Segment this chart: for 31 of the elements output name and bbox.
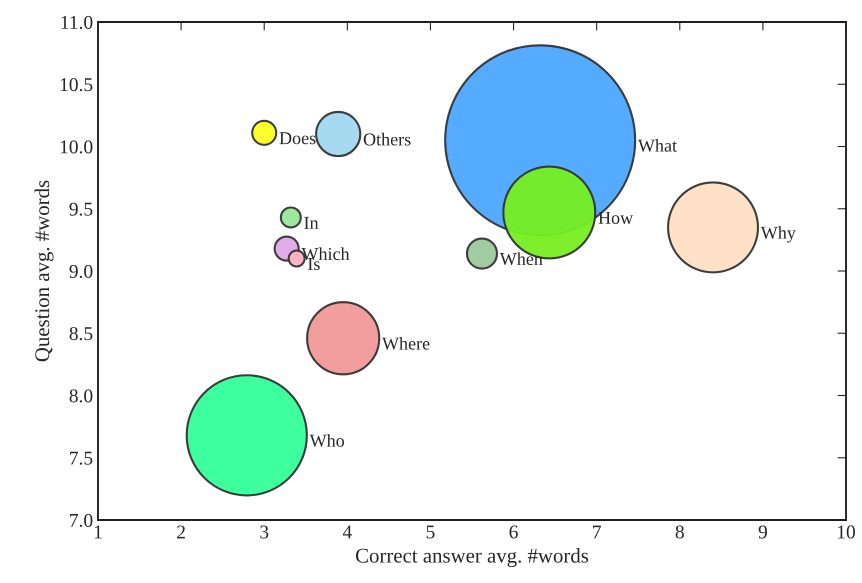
series-label: Who [310, 434, 344, 447]
x-tick-label: 7 [593, 526, 601, 538]
x-tick-label: 8 [676, 525, 684, 539]
y-tick-label: 10.5 [60, 78, 92, 92]
y-tick-label: 9.5 [69, 202, 92, 216]
series-label: In [304, 216, 318, 229]
x-tick-label: 2 [177, 525, 185, 538]
y-tick-label: 9.0 [69, 264, 92, 278]
y-axis-title: Question avg. #words [34, 180, 54, 362]
series-label: What [638, 139, 677, 152]
y-tick-label: 7.0 [70, 514, 92, 528]
x-tick-label: 6 [510, 525, 518, 539]
y-tick-label: 11.0 [62, 16, 92, 30]
series-label: Where [382, 336, 430, 350]
series-label: When [500, 252, 543, 266]
y-tick-label: 8.5 [70, 327, 92, 340]
series-label: Why [760, 226, 796, 243]
series-label: Others [364, 132, 411, 146]
series-label: How [598, 212, 634, 224]
y-tick-label: 7.5 [70, 452, 92, 465]
y-tick-label: 8.0 [70, 389, 92, 403]
x-tick-label: 1 [94, 526, 102, 538]
x-tick-label: 9 [758, 525, 767, 539]
y-tick-label: 10.0 [60, 140, 92, 154]
x-tick-label: 3 [260, 525, 268, 539]
series-label: Is [308, 258, 320, 270]
x-axis-title: Correct answer avg. #words [356, 548, 588, 567]
x-tick-label: 4 [342, 526, 352, 538]
series-label: Does [280, 132, 316, 144]
x-tick-label: 10 [838, 525, 855, 539]
x-tick-label: 5 [426, 526, 435, 539]
